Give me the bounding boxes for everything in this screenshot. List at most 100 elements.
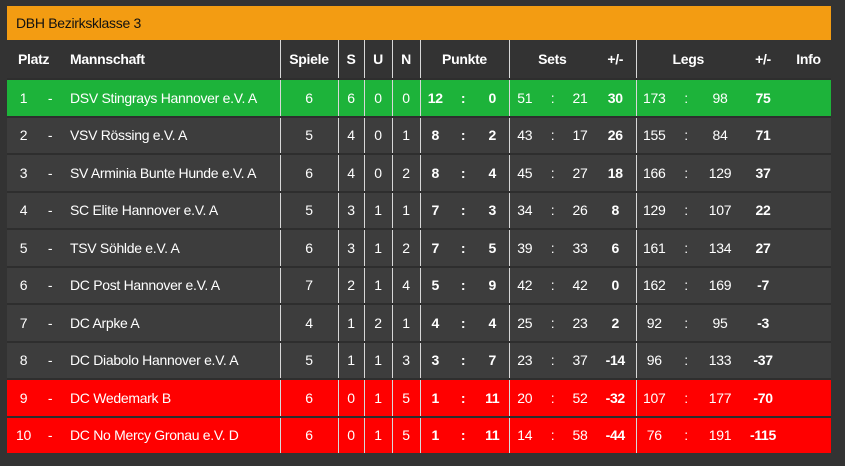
- sets-diff: 6: [595, 228, 636, 267]
- table-row[interactable]: 2- VSV Rössing e.V. A 5 4 0 1 8:2 43:17 26 155:84…: [7, 115, 832, 154]
- legs-against: 129: [700, 153, 741, 192]
- rank-separator: -: [40, 228, 60, 267]
- legs-against: 133: [700, 340, 741, 379]
- team-name[interactable]: DC Post Hannover e.V. A: [60, 265, 280, 304]
- info-cell[interactable]: [786, 78, 832, 117]
- sets-against: 17: [565, 115, 595, 154]
- sets-for: 34: [508, 190, 540, 229]
- wins: 4: [337, 115, 364, 154]
- losses: 1: [391, 190, 420, 229]
- header-u[interactable]: U: [363, 40, 392, 79]
- rank: 7: [7, 303, 40, 342]
- info-cell[interactable]: [786, 265, 832, 304]
- games-played: 5: [279, 115, 338, 154]
- table-row[interactable]: 10- DC No Mercy Gronau e.V. D 6 0 1 5 1:11 14:5…: [7, 415, 832, 453]
- points-against: 2: [476, 115, 509, 154]
- legs-for: 155: [635, 115, 672, 154]
- sets-separator: :: [540, 415, 565, 453]
- losses: 1: [391, 303, 420, 342]
- table-row[interactable]: 8- DC Diabolo Hannover e.V. A 5 1 1 3 3:7 23:37…: [7, 340, 832, 379]
- rank-separator: -: [40, 340, 60, 379]
- info-cell[interactable]: [786, 153, 832, 192]
- points-separator: :: [450, 78, 476, 117]
- info-cell[interactable]: [786, 190, 832, 229]
- points-for: 4: [419, 303, 450, 342]
- wins: 1: [337, 303, 364, 342]
- legs-separator: :: [672, 415, 700, 453]
- rank: 8: [7, 340, 40, 379]
- points-separator: :: [450, 378, 476, 417]
- team-name[interactable]: SC Elite Hannover e.V. A: [60, 190, 280, 229]
- team-name[interactable]: TSV Söhlde e.V. A: [60, 228, 280, 267]
- table-row[interactable]: 1- DSV Stingrays Hannover e.V. A 6 6 0 0 12:0 5…: [7, 78, 832, 117]
- points-against: 11: [476, 378, 509, 417]
- games-played: 7: [279, 265, 338, 304]
- legs-diff: 27: [740, 228, 787, 267]
- table-row[interactable]: 4- SC Elite Hannover e.V. A 5 3 1 1 7:3 34:26 8 1…: [7, 190, 832, 229]
- rank-separator: -: [40, 190, 60, 229]
- team-name[interactable]: DC Diabolo Hannover e.V. A: [60, 340, 280, 379]
- header-mannschaft[interactable]: Mannschaft: [60, 40, 280, 79]
- draws: 1: [363, 340, 392, 379]
- header-legs-diff[interactable]: +/-: [740, 40, 787, 79]
- legs-separator: :: [672, 340, 700, 379]
- losses: 5: [391, 378, 420, 417]
- info-cell[interactable]: [786, 228, 832, 267]
- sets-diff: 8: [595, 190, 636, 229]
- sets-against: 52: [565, 378, 595, 417]
- rank-separator: -: [40, 265, 60, 304]
- table-row[interactable]: 5- TSV Söhlde e.V. A 6 3 1 2 7:5 39:33 6 161:134 2…: [7, 228, 832, 267]
- legs-diff: -37: [740, 340, 787, 379]
- info-cell[interactable]: [786, 340, 832, 379]
- legs-for: 166: [635, 153, 672, 192]
- sets-for: 43: [508, 115, 540, 154]
- team-name[interactable]: VSV Rössing e.V. A: [60, 115, 280, 154]
- legs-against: 169: [700, 265, 741, 304]
- sets-diff: 26: [595, 115, 636, 154]
- wins: 0: [337, 415, 364, 453]
- points-against: 3: [476, 190, 509, 229]
- points-separator: :: [450, 153, 476, 192]
- header-platz[interactable]: Platz: [7, 40, 60, 79]
- header-legs[interactable]: Legs: [635, 40, 741, 79]
- team-name[interactable]: DSV Stingrays Hannover e.V. A: [60, 78, 280, 117]
- info-cell[interactable]: [786, 115, 832, 154]
- header-sets[interactable]: Sets: [508, 40, 595, 79]
- draws: 0: [363, 78, 392, 117]
- table-row[interactable]: 9- DC Wedemark B 6 0 1 5 1:11 20:52 -32 107:177 -7…: [7, 378, 832, 417]
- legs-separator: :: [672, 78, 700, 117]
- header-n[interactable]: N: [391, 40, 420, 79]
- team-name[interactable]: DC Arpke A: [60, 303, 280, 342]
- header-spiele[interactable]: Spiele: [279, 40, 338, 79]
- sets-for: 51: [508, 78, 540, 117]
- points-for: 1: [419, 378, 450, 417]
- wins: 1: [337, 340, 364, 379]
- header-punkte[interactable]: Punkte: [419, 40, 509, 79]
- legs-for: 173: [635, 78, 672, 117]
- legs-for: 161: [635, 228, 672, 267]
- sets-against: 27: [565, 153, 595, 192]
- losses: 1: [391, 115, 420, 154]
- table-row[interactable]: 6- DC Post Hannover e.V. A 7 2 1 4 5:9 42:42 0 16…: [7, 265, 832, 304]
- header-info[interactable]: Info: [786, 40, 832, 79]
- info-cell[interactable]: [786, 303, 832, 342]
- header-s[interactable]: S: [337, 40, 364, 79]
- draws: 1: [363, 190, 392, 229]
- rank-separator: -: [40, 78, 60, 117]
- info-cell[interactable]: [786, 378, 832, 417]
- table-row[interactable]: 7- DC Arpke A 4 1 2 1 4:4 25:23 2 92:95 -3: [7, 303, 832, 342]
- team-name[interactable]: SV Arminia Bunte Hunde e.V. A: [60, 153, 280, 192]
- draws: 1: [363, 265, 392, 304]
- legs-diff: 22: [740, 190, 787, 229]
- points-against: 7: [476, 340, 509, 379]
- table-row[interactable]: 3- SV Arminia Bunte Hunde e.V. A 6 4 0 2 8:4 45…: [7, 153, 832, 192]
- legs-against: 107: [700, 190, 741, 229]
- wins: 2: [337, 265, 364, 304]
- info-cell[interactable]: [786, 415, 832, 453]
- team-name[interactable]: DC No Mercy Gronau e.V. D: [60, 415, 280, 453]
- sets-separator: :: [540, 190, 565, 229]
- rank: 10: [7, 415, 40, 453]
- header-sets-diff[interactable]: +/-: [595, 40, 636, 79]
- sets-against: 58: [565, 415, 595, 453]
- team-name[interactable]: DC Wedemark B: [60, 378, 280, 417]
